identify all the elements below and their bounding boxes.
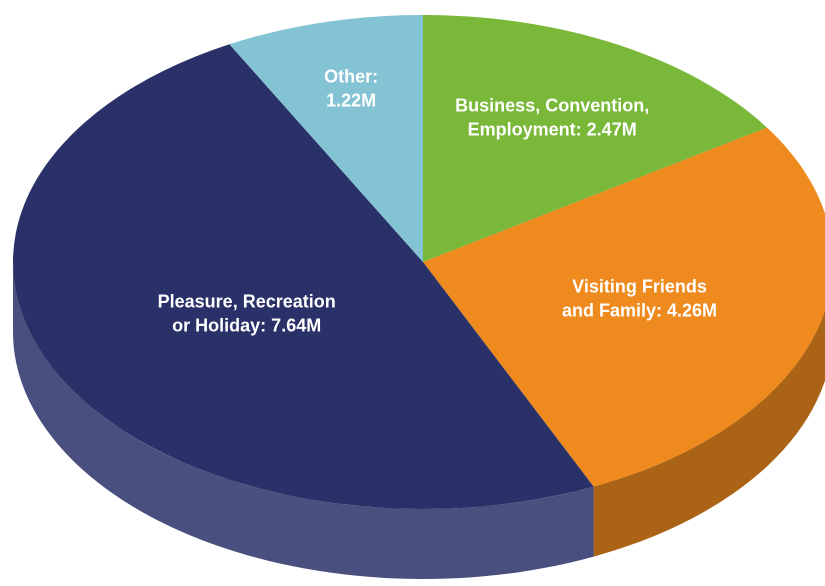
slice-label: 1.22M <box>326 90 376 110</box>
slice <box>423 15 767 262</box>
slice-label: and Family: 4.26M <box>562 301 717 321</box>
slice <box>229 15 423 262</box>
slice-label: or Holiday: 7.64M <box>172 315 321 335</box>
slice-label: Pleasure, Recreation <box>158 291 336 311</box>
slice-label: Business, Convention, <box>455 96 649 116</box>
slice-label: Visiting Friends <box>572 277 707 297</box>
slice <box>423 127 825 487</box>
slice-side <box>13 262 594 579</box>
slice-side-shade <box>13 262 594 579</box>
slice-label: Other: <box>324 66 378 86</box>
slice-side-shade <box>593 310 825 557</box>
slice <box>12 44 594 510</box>
slice-side <box>593 310 825 557</box>
slice-label: Employment: 2.47M <box>468 120 637 140</box>
